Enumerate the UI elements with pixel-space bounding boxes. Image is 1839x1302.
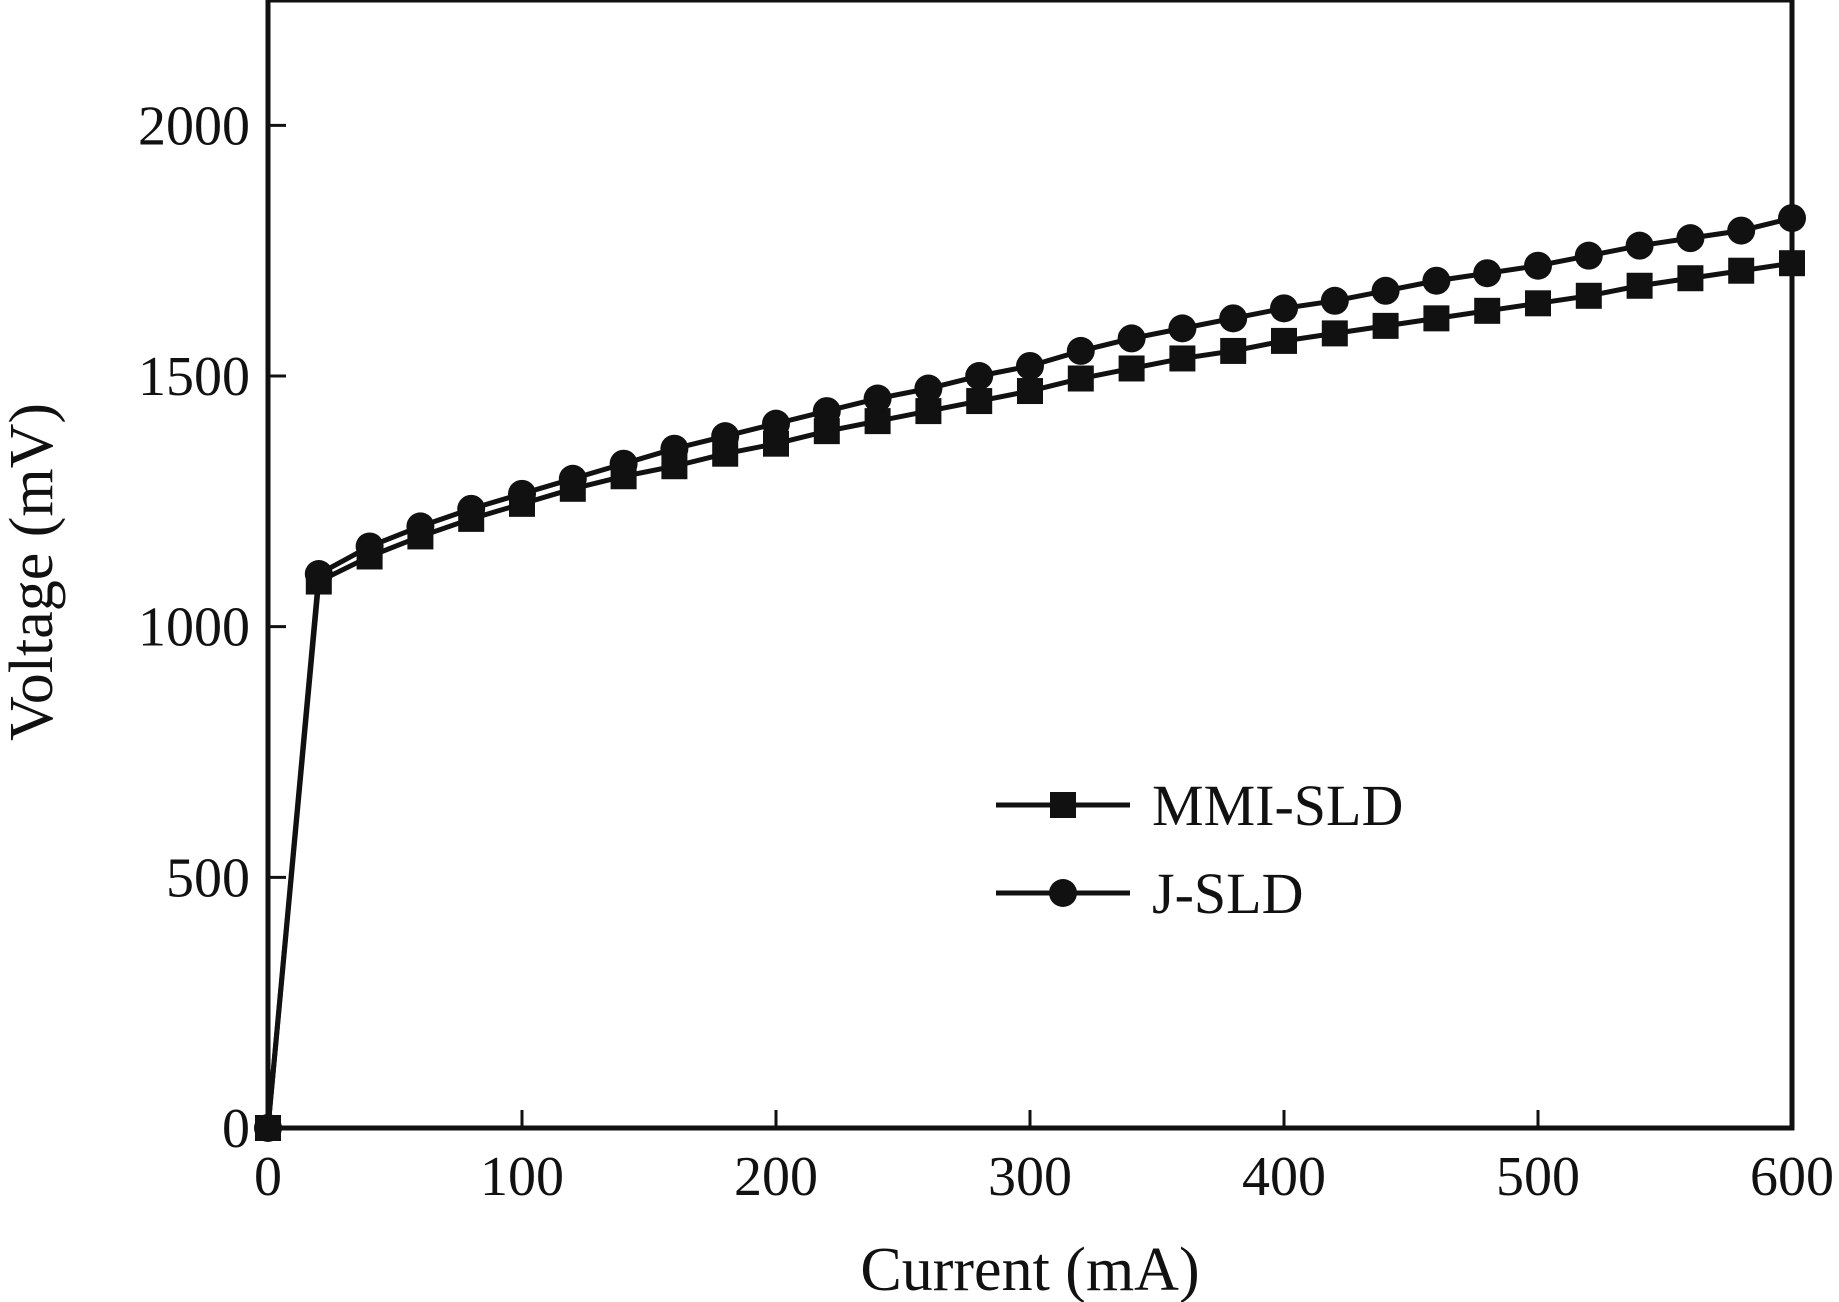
- data-point-circle: [965, 362, 994, 390]
- x-tick-label: 400: [1242, 1146, 1326, 1208]
- data-point-square: [1728, 257, 1755, 284]
- data-point-circle: [1371, 276, 1400, 305]
- legend-label: J-SLD: [1152, 861, 1303, 926]
- x-tick-label: 0: [254, 1146, 282, 1208]
- legend-marker-square: [1050, 792, 1076, 818]
- data-point-circle: [1422, 266, 1451, 295]
- data-point-circle: [660, 434, 689, 463]
- x-tick-label: 300: [988, 1146, 1072, 1208]
- data-point-circle: [711, 422, 740, 451]
- data-point-circle: [609, 449, 638, 478]
- data-point-circle: [355, 532, 384, 561]
- data-point-square: [1372, 312, 1399, 339]
- plot-frame: [265, 0, 1795, 1131]
- data-point-square: [1169, 345, 1196, 372]
- data-point-square: [1067, 365, 1094, 392]
- data-point-circle: [1270, 294, 1298, 323]
- data-point-circle: [1168, 314, 1197, 343]
- data-point-square: [1271, 327, 1297, 354]
- data-point-circle: [1625, 231, 1654, 260]
- x-tick-label: 100: [480, 1146, 564, 1208]
- data-point-circle: [457, 494, 486, 523]
- data-point-square: [1779, 250, 1805, 277]
- x-axis-title: Current (mA): [860, 1236, 1199, 1302]
- x-tick-label: 200: [734, 1146, 818, 1208]
- data-point-square: [1626, 272, 1653, 299]
- data-point-square: [1321, 320, 1348, 347]
- data-point-circle: [304, 560, 333, 589]
- series-layer: [254, 204, 1806, 1142]
- data-point-circle: [1676, 224, 1705, 253]
- data-point-circle: [812, 397, 841, 426]
- data-point-circle: [558, 464, 587, 493]
- data-point-square: [1017, 378, 1043, 405]
- data-point-circle: [1727, 216, 1756, 245]
- y-tick-label: 1000: [138, 597, 250, 659]
- legend-label: MMI-SLD: [1152, 773, 1403, 838]
- data-point-square: [1677, 265, 1704, 292]
- data-point-circle: [1066, 336, 1095, 365]
- data-point-circle: [254, 1114, 282, 1142]
- legend-marker-circle: [1049, 879, 1077, 907]
- data-point-circle: [762, 409, 790, 438]
- y-tick-label: 1500: [138, 346, 250, 408]
- legend: MMI-SLD J-SLD: [996, 773, 1403, 926]
- data-point-circle: [1574, 241, 1603, 270]
- data-point-square: [1575, 282, 1602, 309]
- data-point-square: [966, 388, 993, 415]
- y-tick-label: 2000: [138, 95, 250, 157]
- data-point-circle: [406, 512, 435, 541]
- data-point-square: [1220, 337, 1247, 364]
- data-point-circle: [1778, 204, 1806, 233]
- data-point-square: [1474, 297, 1501, 324]
- data-point-circle: [1117, 324, 1146, 353]
- data-point-square: [1525, 290, 1551, 317]
- y-axis: 0 500 1000 1500 2000: [138, 95, 286, 1160]
- data-point-circle: [914, 374, 943, 403]
- y-axis-title: Voltage (mV): [0, 403, 66, 741]
- x-tick-label: 500: [1496, 1146, 1580, 1208]
- data-point-circle: [1473, 259, 1502, 288]
- x-axis: 0 100 200 300 400 500 600: [254, 1110, 1834, 1208]
- data-point-circle: [1524, 251, 1552, 280]
- data-point-square: [1423, 305, 1450, 332]
- data-point-circle: [1219, 304, 1248, 333]
- y-tick-label: 0: [222, 1098, 250, 1160]
- data-point-circle: [1320, 286, 1349, 315]
- data-point-circle: [863, 384, 892, 413]
- data-point-square: [1118, 355, 1145, 382]
- y-tick-label: 500: [166, 847, 250, 909]
- data-point-circle: [508, 479, 536, 508]
- x-tick-label: 600: [1750, 1146, 1834, 1208]
- data-point-circle: [1016, 351, 1044, 380]
